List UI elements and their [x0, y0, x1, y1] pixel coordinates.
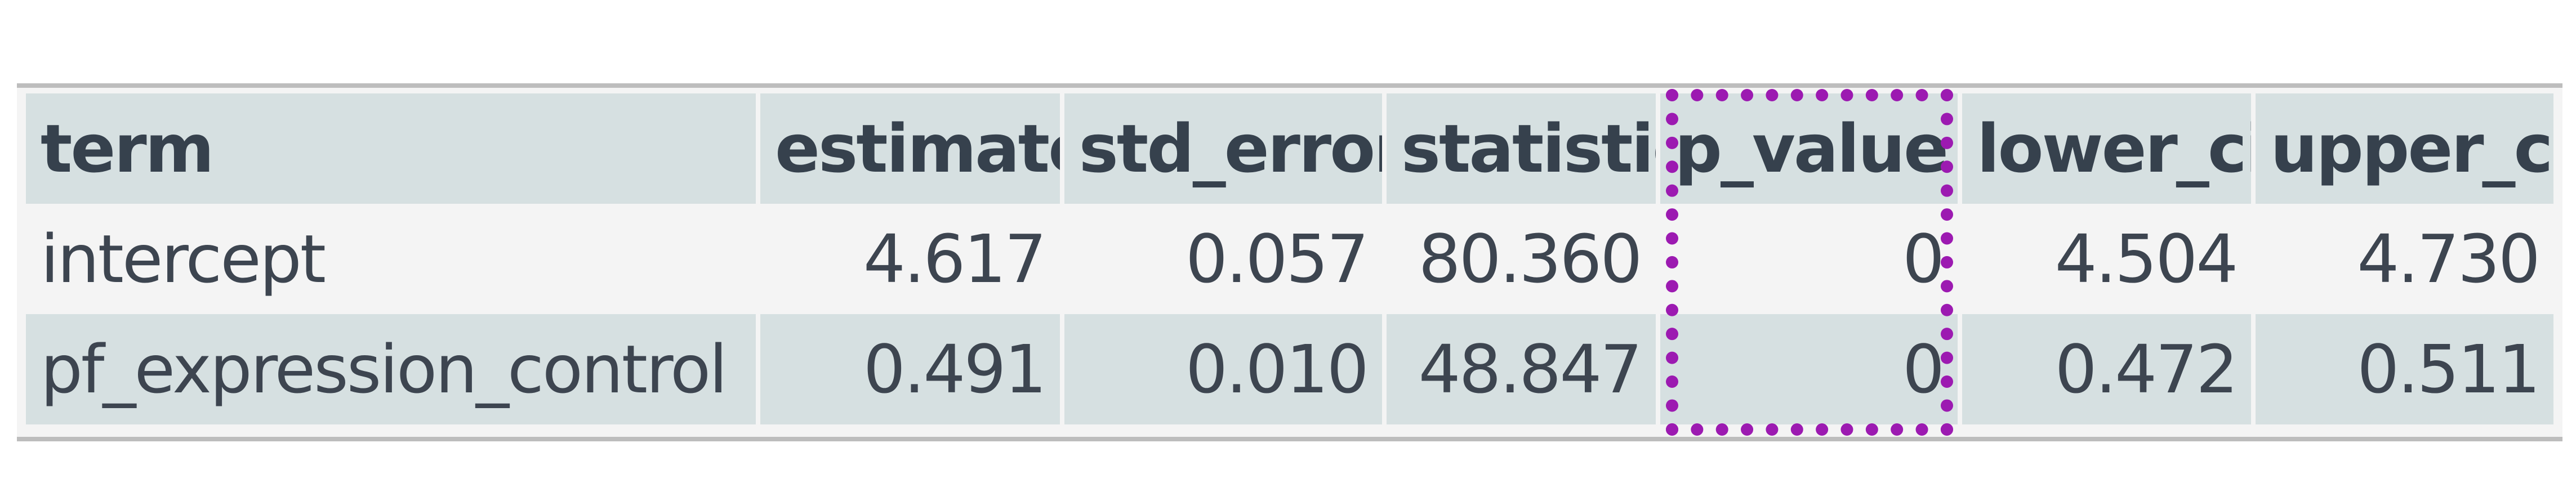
cell-upper-ci: 4.730 — [2256, 204, 2553, 314]
cell-p-value: 0 — [1660, 314, 1958, 424]
cell-estimate: 4.617 — [760, 204, 1060, 314]
cell-std-error: 0.057 — [1064, 204, 1382, 314]
cell-lower-ci: 0.472 — [1962, 314, 2252, 424]
header-row: term estimate std_error statistic p_valu… — [26, 93, 2553, 204]
column-header-p-value: p_value — [1660, 93, 1958, 204]
table-row: intercept 4.617 0.057 80.360 0 4.504 4.7… — [26, 204, 2553, 314]
cell-statistic: 48.847 — [1386, 314, 1656, 424]
column-header-statistic: statistic — [1386, 93, 1656, 204]
table-row: pf_expression_control 0.491 0.010 48.847… — [26, 314, 2553, 424]
cell-term: intercept — [26, 204, 756, 314]
column-header-estimate: estimate — [760, 93, 1060, 204]
cell-lower-ci: 4.504 — [1962, 204, 2252, 314]
column-header-term: term — [26, 93, 756, 204]
column-header-upper-ci: upper_ci — [2256, 93, 2553, 204]
cell-std-error: 0.010 — [1064, 314, 1382, 424]
regression-table-container: term estimate std_error statistic p_valu… — [17, 83, 2562, 441]
column-header-lower-ci: lower_ci — [1962, 93, 2252, 204]
cell-statistic: 80.360 — [1386, 204, 1656, 314]
cell-term: pf_expression_control — [26, 314, 756, 424]
regression-table: term estimate std_error statistic p_valu… — [21, 93, 2558, 424]
cell-upper-ci: 0.511 — [2256, 314, 2553, 424]
cell-p-value: 0 — [1660, 204, 1958, 314]
cell-estimate: 0.491 — [760, 314, 1060, 424]
column-header-std-error: std_error — [1064, 93, 1382, 204]
